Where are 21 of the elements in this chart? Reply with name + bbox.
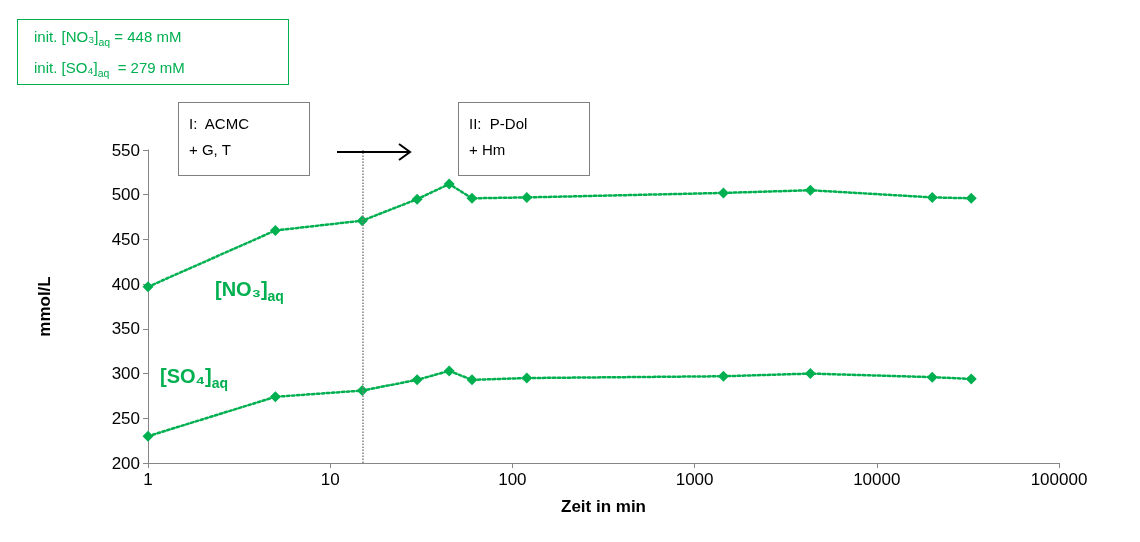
x-tick-label: 100000 [1030, 470, 1088, 489]
y-tick-label: 350 [111, 319, 140, 339]
y-tick-label: 200 [111, 453, 140, 473]
text: init. [NO₃]$_{aq}$ = 448 mM init. [SO₄]$_{aq}$ = 279 mM [34, 28, 185, 79]
x-tick-label: 1 [143, 470, 153, 489]
series-label: [NO₃]$_{aq}$ [215, 278, 284, 304]
x-tick-label: 100 [498, 470, 527, 489]
x-axis-title: Zeit in min [561, 497, 646, 516]
y-tick-label: 250 [111, 408, 140, 428]
series-label: [SO₄]$_{aq}$ [160, 365, 229, 391]
annotation: I: ACMC + G, T [178, 102, 310, 176]
x-tick-label: 10 [320, 470, 340, 489]
x-tick-label: 1000 [675, 470, 714, 489]
y-tick-label: 300 [111, 364, 140, 384]
y-tick-label: 500 [111, 185, 140, 205]
annotation: II: P-Dol + Hm [458, 102, 590, 176]
y-tick-label: 450 [111, 229, 140, 249]
x-tick-label: 10000 [853, 470, 901, 489]
y-tick-label: 550 [111, 140, 140, 160]
y-tick-label: 400 [111, 274, 140, 294]
y-axis-title: mmol/L [35, 276, 54, 337]
